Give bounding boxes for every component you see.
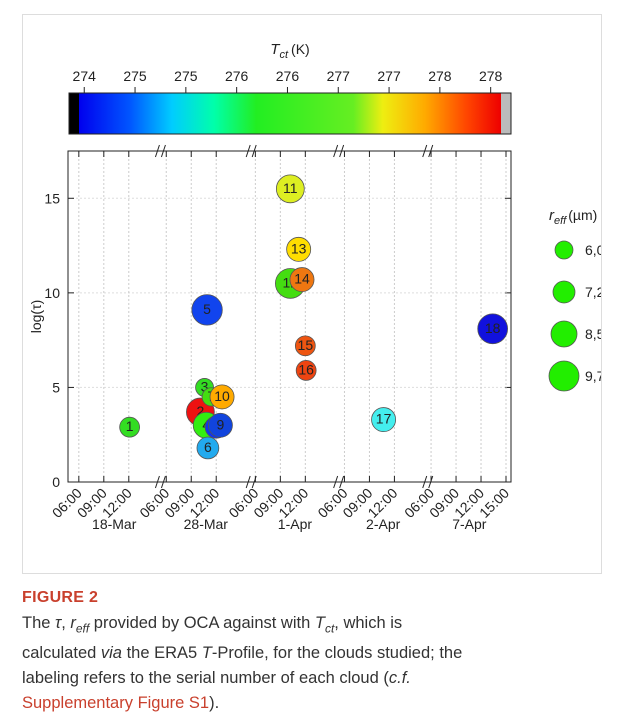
colorbar-tick-label: 277 xyxy=(327,68,351,84)
caption-text: provided by OCA against with xyxy=(89,614,315,632)
x-date-label: 18-Mar xyxy=(92,516,137,532)
bubble-label: 10 xyxy=(214,388,230,404)
caption-line: The τ, reff provided by OCA against with… xyxy=(22,611,612,641)
colorbar-tick-label: 275 xyxy=(123,68,147,84)
caption-text: ). xyxy=(209,694,220,713)
caption-line: Supplementary Figure S1). xyxy=(22,691,612,716)
bubble-label: 11 xyxy=(283,180,298,196)
x-date-label: 1-Apr xyxy=(278,516,313,532)
bubble-label: 1 xyxy=(126,418,134,434)
bubble xyxy=(207,412,233,438)
text-part: ct xyxy=(279,49,289,61)
colorbar-over xyxy=(501,93,511,134)
bubble-label: 14 xyxy=(294,271,310,287)
size-legend-marker xyxy=(550,320,578,348)
caption-text: calculated xyxy=(22,644,101,663)
bubble-label: 6 xyxy=(204,439,212,455)
bubble xyxy=(119,416,140,438)
caption-text: -Profile, for the clouds studied; the xyxy=(211,644,463,663)
bubble xyxy=(371,407,397,433)
text-part: eff xyxy=(554,215,567,227)
caption-text: T xyxy=(314,614,325,632)
colorbar-under xyxy=(69,93,79,134)
caption: FIGURE 2 The τ, reff provided by OCA aga… xyxy=(22,585,612,716)
size-legend-title: reff (µm) xyxy=(549,207,597,227)
y-tick-label: 5 xyxy=(52,379,60,395)
bubble xyxy=(294,335,316,357)
caption-text: τ xyxy=(55,614,62,632)
caption-text: the ERA5 xyxy=(121,644,202,663)
colorbar-frame xyxy=(68,92,512,135)
size-legend-label: 7,25 xyxy=(585,284,601,300)
bubble xyxy=(286,236,312,262)
bubble-label: 18 xyxy=(485,320,501,336)
size-legend-label: 6,00 xyxy=(585,242,601,258)
colorbar-tick-label: 277 xyxy=(377,68,401,84)
y-tick-label: 15 xyxy=(44,190,60,206)
caption-link[interactable]: Supplementary Figure S1 xyxy=(22,694,210,713)
size-legend-marker xyxy=(554,240,574,260)
x-date-label: 7-Apr xyxy=(452,516,487,532)
size-legend-marker xyxy=(548,360,580,392)
colorbar-tick-label: 275 xyxy=(174,68,198,84)
chart: Tct (K)274 275 275 276 276 277 277 278 278051015l… xyxy=(28,41,601,532)
colorbar-gradient xyxy=(79,93,501,134)
caption-text: , xyxy=(61,614,71,632)
colorbar-tick-label: 278 xyxy=(428,68,452,84)
y-axis-label: log(τ) xyxy=(28,300,44,334)
caption-text: , which is xyxy=(334,614,403,632)
text-part: r xyxy=(549,207,555,224)
caption-text: eff xyxy=(75,621,90,636)
bubble-label: 3 xyxy=(201,378,209,394)
caption-text: The xyxy=(22,614,56,632)
x-date-label: 2-Apr xyxy=(366,516,401,532)
plot-frame xyxy=(67,150,512,483)
size-legend-label: 9,75 xyxy=(585,368,601,384)
bubble-label: 15 xyxy=(298,337,314,353)
caption-text: via xyxy=(100,644,122,663)
caption-line: labeling refers to the serial number of … xyxy=(22,666,612,691)
colorbar-tick-label: 274 xyxy=(73,68,97,84)
caption-text: T xyxy=(201,644,212,663)
y-tick-label: 10 xyxy=(44,285,60,301)
bubble-label: 16 xyxy=(298,361,314,377)
colorbar-tick-label: 276 xyxy=(276,68,300,84)
x-date-label: 28-Mar xyxy=(184,516,229,532)
bubble-label: 17 xyxy=(376,411,392,427)
figure: Tct (K) 274 275 275 276 276 277 277 278 278 0 5 10 15 l… xyxy=(22,14,602,574)
caption-text: labeling refers to the serial number of … xyxy=(22,669,389,688)
y-tick-label: 0 xyxy=(52,474,60,490)
caption-line: calculated via the ERA5 T-Profile, for t… xyxy=(22,641,612,666)
bubble-label: 9 xyxy=(216,416,224,432)
bubble-label: 2 xyxy=(197,403,205,419)
colorbar-title: Tct (K) xyxy=(270,41,309,61)
size-legend-label: 8,50 xyxy=(585,326,601,342)
text-part: T xyxy=(270,41,281,58)
bubble-label: 13 xyxy=(291,240,307,256)
colorbar-tick-label: 276 xyxy=(225,68,249,84)
colorbar-tick-label: 278 xyxy=(479,68,503,84)
text-part: (µm) xyxy=(568,207,597,223)
bubble xyxy=(289,267,315,293)
bubble-label: 5 xyxy=(203,301,211,317)
text-part: (K) xyxy=(291,41,310,57)
bubble xyxy=(275,174,305,204)
caption-text: ct xyxy=(324,621,335,636)
figure-label: FIGURE 2 xyxy=(22,589,99,606)
bubble xyxy=(209,384,235,410)
bubble xyxy=(191,294,223,326)
bubble xyxy=(295,360,317,381)
bubble xyxy=(477,313,509,345)
caption-text: r xyxy=(70,614,76,632)
bubble xyxy=(196,436,220,460)
caption-text: c.f. xyxy=(388,669,411,688)
size-legend-marker xyxy=(552,280,576,304)
